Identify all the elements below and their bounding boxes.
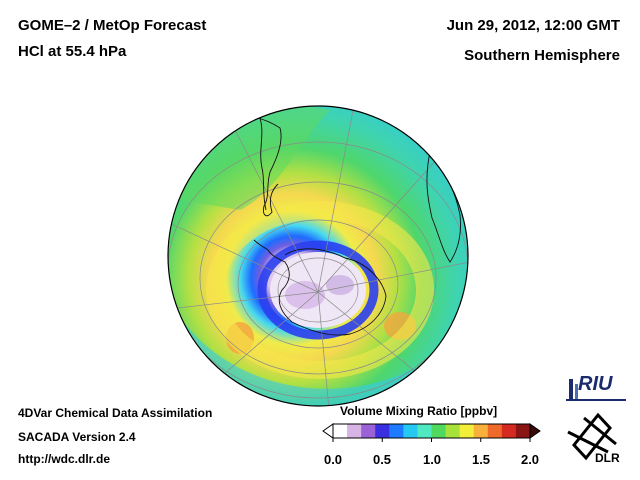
colorbar-tick: 1.5 [471,452,491,467]
colorbar-tick: 2.0 [520,452,540,467]
colorbar-segment [375,424,390,438]
colorbar-tick: 0.0 [323,452,343,467]
polar-vortex-edge [257,240,379,340]
colorbar-segment [515,424,531,438]
colorbar-min-arrow [322,423,334,439]
colorbar [322,423,541,442]
map-title: GOME–2 / MetOp Forecast [18,17,207,34]
globe-outline [167,105,469,407]
colorbar-title: Volume Mixing Ratio [ppbv] [340,404,498,418]
dlr-logo-icon [567,412,617,461]
colorbar-segment [417,424,432,438]
colorbar-segment [501,424,517,438]
quantity-label: HCl at 55.4 hPa [18,43,127,60]
colorbar-segment [459,424,475,438]
hemisphere-label: Southern Hemisphere [464,47,620,64]
url-link[interactable]: http://wdc.dlr.de [18,452,110,466]
colorbar-segment [445,424,461,438]
colorbar-segment [347,424,362,438]
colorbar-max-arrow [529,423,541,439]
colorbar-segment [403,424,418,438]
graticule [168,106,468,406]
colorbar-tick: 0.5 [372,452,392,467]
colorbar-segment [389,424,404,438]
riu-logo-text: RIU [578,373,613,395]
colorbar-tick: 1.0 [422,452,442,467]
colorbar-segment [487,424,503,438]
colorbar-segment [431,424,447,438]
forecast-datetime: Jun 29, 2012, 12:00 GMT [446,17,620,34]
method-label: 4DVar Chemical Data Assimilation [18,406,213,420]
colorbar-segment [473,424,489,438]
dlr-logo-text: DLR [595,451,620,465]
colorbar-segment [361,424,376,438]
colorbar-segment [333,424,348,438]
riu-logo-icon [566,379,626,401]
version-label: SACADA Version 2.4 [18,430,136,444]
